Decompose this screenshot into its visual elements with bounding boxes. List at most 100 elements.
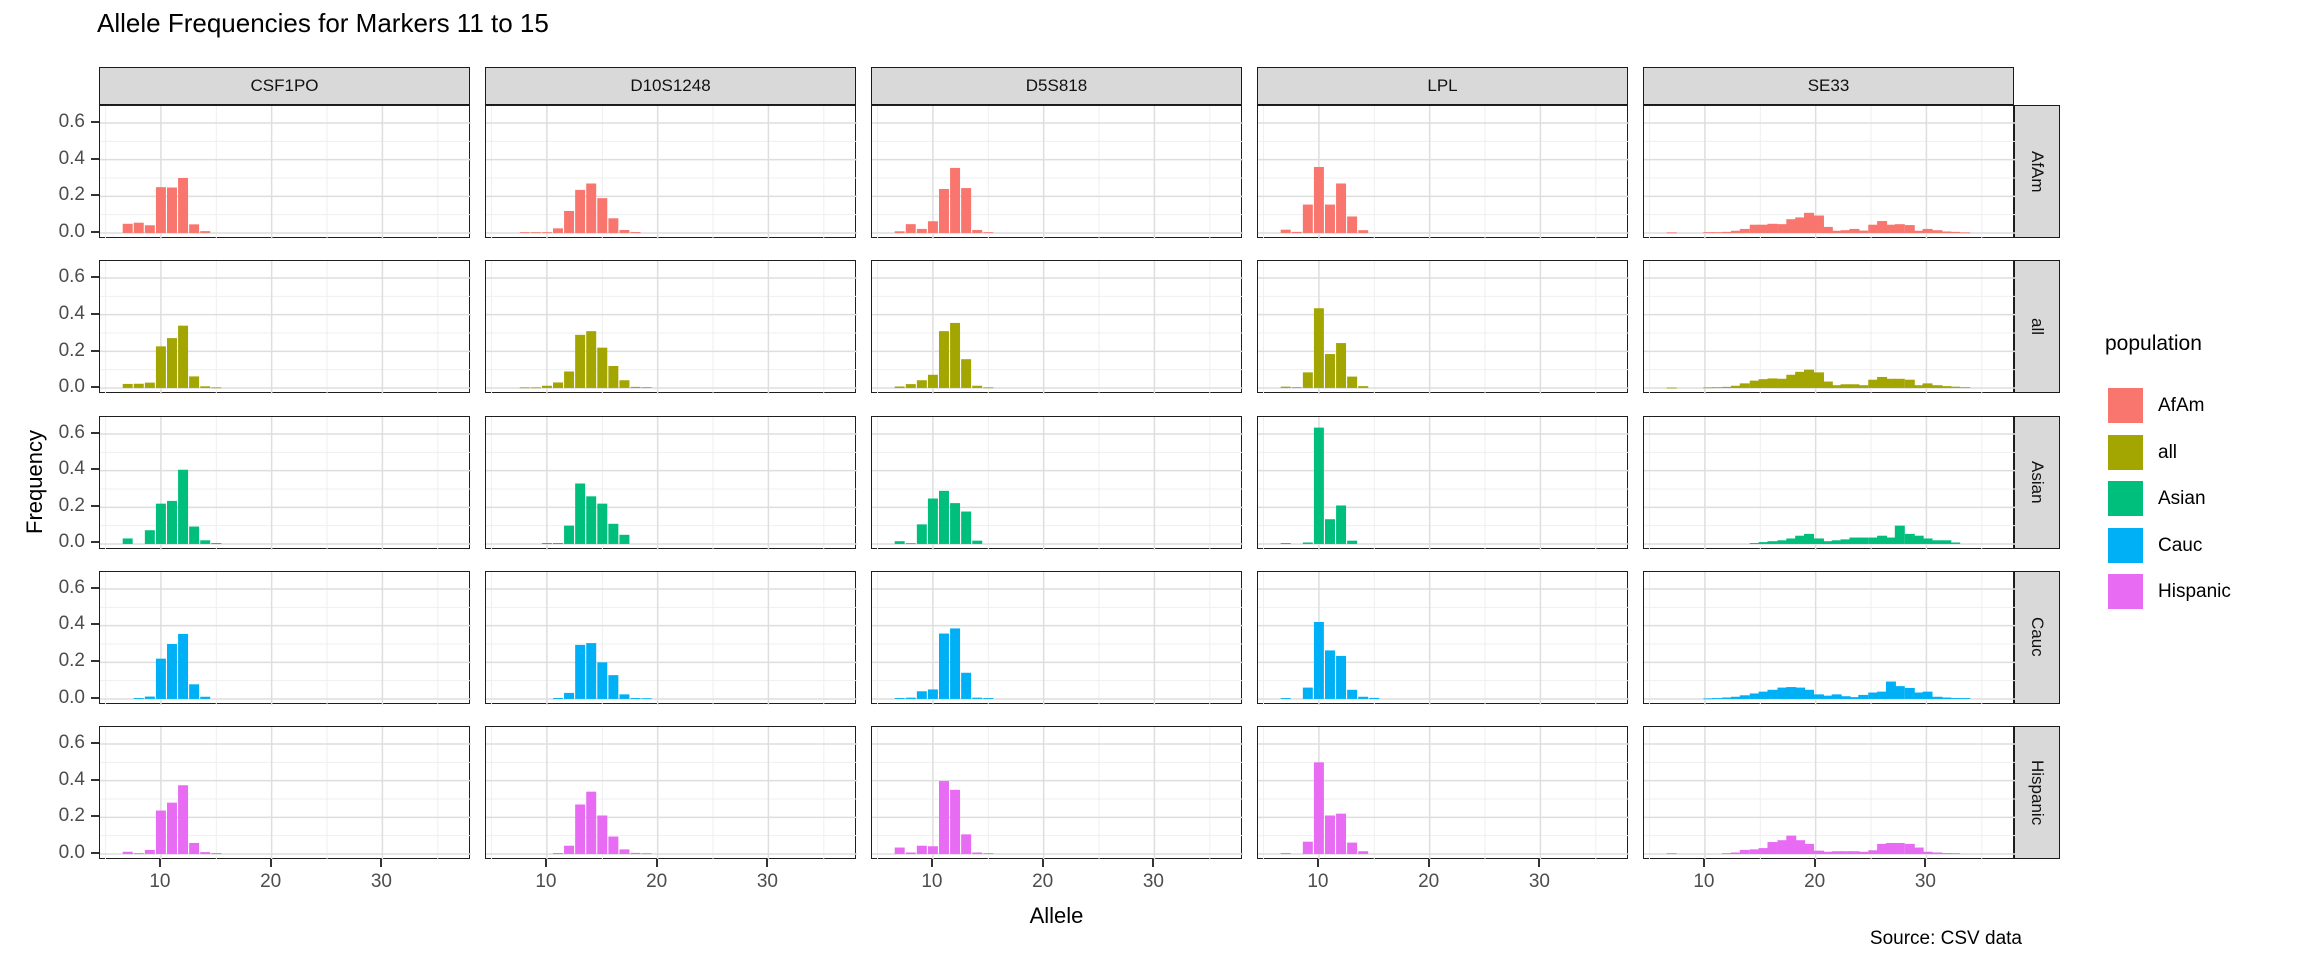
- x-axis-tick: [1702, 859, 1705, 867]
- freq-bar: [586, 495, 597, 544]
- freq-bar: [1831, 385, 1842, 389]
- panel-plot-area: [1258, 106, 1629, 239]
- freq-bar: [1302, 204, 1313, 233]
- panel-lpl-cauc: [1257, 570, 1629, 705]
- panel-se33-cauc: [1643, 570, 2015, 705]
- freq-bar: [1795, 217, 1806, 233]
- freq-bar: [1858, 694, 1869, 699]
- freq-bar: [597, 198, 608, 233]
- freq-bar: [894, 697, 905, 699]
- freq-bar: [1932, 385, 1943, 389]
- freq-bar: [927, 221, 938, 233]
- freq-bar: [1814, 215, 1824, 233]
- freq-bar: [1777, 379, 1788, 389]
- freq-bar: [1840, 538, 1851, 544]
- freq-bar: [1722, 231, 1733, 233]
- freq-bar: [575, 804, 586, 854]
- freq-bar: [1894, 379, 1905, 389]
- freq-bar: [619, 849, 630, 854]
- x-axis-tick: [1538, 859, 1541, 867]
- panel-d5s818-afam: [871, 105, 1243, 239]
- facet-row-strip-hispanic: Hispanic: [2014, 726, 2060, 859]
- freq-bar: [1730, 386, 1741, 389]
- freq-bar: [189, 224, 200, 233]
- freq-bar: [1325, 204, 1335, 233]
- freq-bar: [1703, 387, 1714, 389]
- freq-bar: [1904, 843, 1915, 854]
- freq-bar: [927, 689, 938, 699]
- freq-bar: [597, 347, 608, 389]
- freq-bar: [1868, 850, 1879, 854]
- freq-bar: [1722, 853, 1733, 855]
- panel-csf1po-asian: [99, 415, 471, 550]
- freq-bar: [167, 338, 177, 389]
- freq-bar: [553, 542, 563, 544]
- freq-bar: [1894, 842, 1905, 854]
- freq-bar: [1767, 540, 1778, 544]
- freq-bar: [144, 225, 155, 233]
- y-axis-tick-label: 0.0: [58, 531, 85, 553]
- freq-bar: [1849, 228, 1860, 233]
- freq-bar: [178, 785, 189, 854]
- panel-plot-area: [1258, 261, 1629, 395]
- panel-d5s818-all: [871, 260, 1243, 395]
- freq-bar: [575, 483, 586, 544]
- freq-bar: [122, 851, 133, 854]
- freq-bar: [939, 633, 949, 699]
- x-axis-tick: [269, 859, 272, 867]
- freq-bar: [619, 230, 630, 233]
- x-axis-tick: [1427, 859, 1430, 867]
- freq-bar: [564, 371, 575, 389]
- freq-bar: [1849, 384, 1860, 389]
- freq-bar: [530, 232, 541, 234]
- panel-plot-area: [486, 416, 857, 550]
- freq-bar: [1877, 843, 1888, 854]
- freq-bar: [519, 232, 530, 234]
- x-axis-tick: [1924, 859, 1927, 867]
- freq-bar: [1758, 379, 1769, 389]
- y-axis-tick: [91, 312, 99, 315]
- freq-bar: [155, 503, 166, 544]
- freq-bar: [1885, 681, 1896, 699]
- freq-bar: [1703, 232, 1714, 234]
- x-axis-tick: [1813, 859, 1816, 867]
- freq-bar: [961, 672, 972, 699]
- freq-bar: [961, 834, 972, 854]
- freq-bar: [1804, 843, 1814, 854]
- freq-bar: [144, 849, 155, 854]
- y-axis-tick: [91, 386, 99, 389]
- freq-bar: [1302, 541, 1313, 544]
- freq-bar: [1758, 691, 1769, 699]
- freq-bar: [553, 697, 563, 699]
- y-axis-tick-label: 0.4: [58, 768, 85, 790]
- facet-column-strip-d5s818: D5S818: [871, 67, 1242, 105]
- panel-plot-area: [1644, 727, 2015, 860]
- freq-bar: [1777, 224, 1788, 233]
- freq-bar: [1913, 847, 1924, 854]
- panel-csf1po-cauc: [99, 570, 471, 705]
- freq-bar: [608, 674, 619, 699]
- freq-bar: [1877, 691, 1888, 699]
- freq-bar: [133, 697, 144, 699]
- freq-bar: [200, 386, 211, 389]
- freq-bar: [608, 836, 619, 854]
- freq-bar: [1868, 224, 1879, 233]
- freq-bar: [122, 537, 133, 544]
- panel-d5s818-asian: [871, 415, 1243, 550]
- freq-bar: [1749, 380, 1760, 389]
- freq-bar: [1358, 696, 1369, 699]
- freq-bar: [530, 387, 541, 389]
- freq-bar: [155, 658, 166, 699]
- freq-bar: [1313, 308, 1324, 389]
- x-axis-tick-label: 30: [1528, 871, 1550, 892]
- y-axis-tick-label: 0.4: [58, 147, 85, 169]
- x-axis-tick: [158, 859, 161, 867]
- y-axis-tick-label: 0.2: [58, 650, 85, 672]
- freq-bar: [1840, 230, 1851, 233]
- panel-plot-area: [100, 261, 471, 395]
- freq-bar: [1666, 232, 1677, 234]
- panel-lpl-all: [1257, 260, 1629, 395]
- freq-bar: [1758, 848, 1769, 854]
- freq-bar: [1932, 230, 1943, 233]
